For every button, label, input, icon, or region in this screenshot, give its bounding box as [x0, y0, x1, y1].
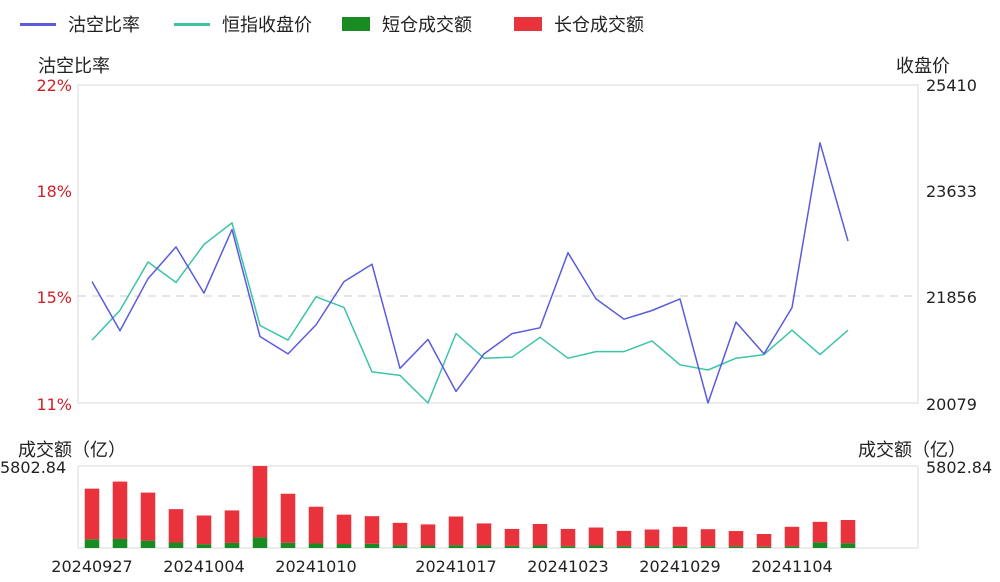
legend-hsi-close[interactable]: 恒指收盘价 — [174, 12, 312, 36]
left-tick-11: 11% — [36, 395, 72, 414]
bar-long-turnover — [252, 466, 268, 538]
bar-short-turnover — [616, 546, 632, 548]
legend-label: 长仓成交额 — [554, 15, 644, 36]
legend-short-ratio[interactable]: 沽空比率 — [20, 12, 140, 36]
bar-short-turnover — [420, 545, 436, 548]
bar-short-turnover — [168, 542, 184, 548]
bar-long-turnover — [420, 524, 436, 546]
bar-long-turnover — [84, 488, 100, 540]
bar-short-turnover — [364, 543, 380, 548]
bar-long-turnover — [588, 527, 604, 546]
series-short-ratio-line — [91, 142, 849, 404]
x-tick-label: 20241017 — [415, 557, 496, 576]
bar-short-turnover — [280, 542, 296, 548]
bar-long-turnover — [112, 481, 128, 539]
left-tick-22: 22% — [36, 76, 72, 95]
bar-short-turnover — [392, 545, 408, 548]
line-series — [91, 142, 849, 404]
x-tick-label: 20241010 — [275, 557, 356, 576]
bar-long-turnover — [224, 510, 240, 543]
bottom-left-title: 成交额（亿） — [18, 440, 126, 461]
bottom-grid — [77, 465, 919, 549]
bar-long-turnover — [812, 521, 828, 543]
bar-long-turnover — [168, 509, 184, 543]
bar-short-turnover — [140, 540, 156, 548]
x-tick-label: 20241104 — [751, 557, 832, 576]
bar-long-turnover — [140, 492, 156, 541]
legend-swatch — [20, 22, 56, 26]
bar-long-turnover — [616, 530, 632, 547]
legend-short-turnover[interactable]: 短仓成交额 — [342, 12, 472, 36]
top-grid — [77, 84, 919, 404]
bar-short-turnover — [532, 545, 548, 548]
left-tick-18: 18% — [36, 182, 72, 201]
bottom-right-title: 成交额（亿） — [858, 440, 966, 461]
bar-short-turnover — [588, 545, 604, 548]
bar-long-turnover — [728, 531, 744, 547]
legend-label: 沽空比率 — [68, 15, 140, 36]
bottom-left-max: 5802.84 — [0, 458, 66, 477]
bar-short-turnover — [700, 546, 716, 548]
bar-long-turnover — [756, 534, 772, 547]
bar-long-turnover — [336, 514, 352, 545]
x-tick-labels: 20240927 20241004 20241010 20241017 20241023… — [51, 557, 832, 576]
legend-label: 恒指收盘价 — [222, 15, 312, 36]
bar-long-turnover — [364, 516, 380, 544]
right-tick-20079: 20079 — [926, 395, 977, 414]
bar-long-turnover — [308, 506, 324, 544]
plot-frame-top — [77, 84, 919, 404]
series-hsi-close-line — [91, 222, 849, 404]
bottom-right-max: 5802.84 — [926, 458, 992, 477]
bar-short-turnover — [252, 537, 268, 548]
bar-short-turnover — [196, 544, 212, 548]
bar-short-turnover — [84, 539, 100, 548]
right-axis-title: 收盘价 — [896, 56, 950, 77]
bar-long-turnover — [840, 520, 856, 544]
bar-long-turnover — [672, 526, 688, 546]
legend-swatch — [514, 17, 542, 31]
bar-long-turnover — [476, 523, 492, 546]
x-tick-label: 20241029 — [639, 557, 720, 576]
right-tick-25410: 25410 — [926, 76, 977, 95]
x-tick-label: 20240927 — [51, 557, 132, 576]
bar-long-turnover — [196, 515, 212, 545]
turnover-bars — [84, 466, 856, 548]
x-tick-label: 20241023 — [527, 557, 608, 576]
right-tick-23633: 23633 — [926, 182, 977, 201]
bar-short-turnover — [308, 543, 324, 548]
left-axis-title: 沽空比率 — [38, 56, 110, 77]
bar-long-turnover — [560, 528, 576, 547]
bar-short-turnover — [672, 545, 688, 548]
legend-swatch — [174, 22, 210, 26]
bar-long-turnover — [448, 516, 464, 546]
bar-short-turnover — [644, 546, 660, 548]
bar-short-turnover — [224, 542, 240, 548]
bar-short-turnover — [336, 544, 352, 548]
bar-long-turnover — [532, 523, 548, 546]
bar-long-turnover — [280, 493, 296, 543]
bar-long-turnover — [784, 526, 800, 547]
left-tick-15: 15% — [36, 288, 72, 307]
right-tick-21856: 21856 — [926, 288, 977, 307]
bar-short-turnover — [112, 538, 128, 548]
bar-short-turnover — [728, 546, 744, 548]
legend-label: 短仓成交额 — [382, 15, 472, 36]
bar-short-turnover — [756, 546, 772, 548]
bar-long-turnover — [504, 528, 520, 546]
bar-short-turnover — [812, 542, 828, 548]
bar-long-turnover — [392, 522, 408, 546]
bar-short-turnover — [784, 546, 800, 548]
bar-short-turnover — [476, 545, 492, 548]
bar-long-turnover — [644, 529, 660, 547]
bar-short-turnover — [840, 543, 856, 548]
bar-short-turnover — [448, 545, 464, 548]
legend-long-turnover[interactable]: 长仓成交额 — [514, 12, 644, 36]
bar-short-turnover — [504, 545, 520, 548]
bar-short-turnover — [560, 546, 576, 548]
x-tick-label: 20241004 — [163, 557, 244, 576]
legend-swatch — [342, 17, 370, 31]
bar-long-turnover — [700, 529, 716, 547]
